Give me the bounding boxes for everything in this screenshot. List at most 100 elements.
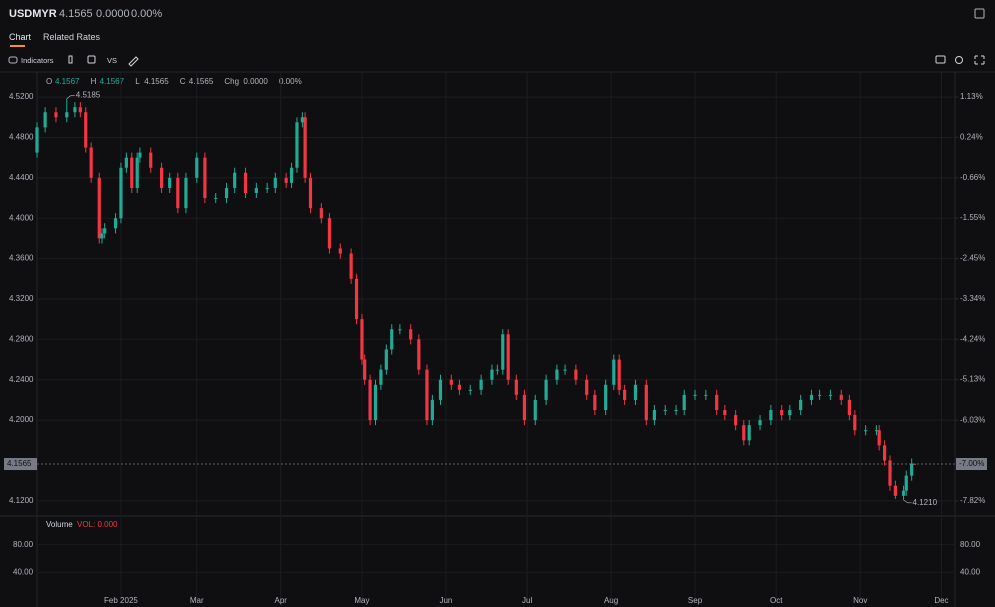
candle-body bbox=[663, 410, 667, 412]
candle-body bbox=[818, 394, 822, 396]
candle-body bbox=[360, 319, 364, 360]
y-tick-label: 4.4400 bbox=[9, 173, 34, 182]
legend-key: C bbox=[180, 77, 186, 86]
symbol: USDMYR bbox=[9, 8, 57, 20]
candle-body bbox=[78, 107, 82, 113]
y-tick-label: 4.1200 bbox=[9, 496, 34, 505]
candle-body bbox=[652, 410, 657, 421]
candle-body bbox=[555, 369, 559, 380]
candle-body bbox=[338, 248, 342, 254]
candle-body bbox=[563, 369, 567, 371]
candle-body bbox=[882, 445, 887, 461]
candle-body bbox=[522, 394, 527, 421]
candle-body bbox=[409, 329, 413, 340]
x-tick-label: Oct bbox=[770, 596, 783, 605]
collapse-icon[interactable] bbox=[974, 8, 985, 19]
annotation-leader bbox=[66, 95, 75, 99]
change: 0.0000 bbox=[96, 8, 130, 20]
volume-tick-label: 80.00 bbox=[13, 540, 34, 549]
tab-underline bbox=[10, 45, 25, 47]
candle-body bbox=[623, 389, 627, 400]
candle-body bbox=[593, 394, 597, 411]
candle-body bbox=[904, 475, 908, 491]
compare-button[interactable]: VS bbox=[107, 56, 118, 65]
candle-body bbox=[780, 410, 784, 416]
y2-tick-label: -7.82% bbox=[960, 496, 985, 505]
candle-body bbox=[533, 399, 537, 421]
candle-body bbox=[224, 187, 229, 199]
candle-body bbox=[888, 460, 892, 486]
candle-body bbox=[425, 369, 429, 421]
y2-tick-label: -5.13% bbox=[960, 375, 985, 384]
candle-body bbox=[65, 112, 69, 118]
candle-body bbox=[254, 187, 258, 193]
candle-body bbox=[847, 399, 851, 416]
draw-icon[interactable] bbox=[128, 56, 139, 67]
candle-body bbox=[682, 394, 686, 411]
legend-value: 0.00% bbox=[279, 77, 302, 86]
y-tick-label: 4.4000 bbox=[9, 213, 34, 222]
candle-body bbox=[758, 420, 762, 426]
volume-title: Volume bbox=[46, 520, 73, 529]
y-tick-label: 4.2000 bbox=[9, 415, 34, 424]
candle-body bbox=[289, 167, 294, 183]
candle-body bbox=[417, 339, 421, 370]
x-tick-label: Jun bbox=[439, 596, 452, 605]
candle-body bbox=[901, 490, 906, 496]
y2-tick-label: 1.13% bbox=[960, 92, 983, 101]
candle-body bbox=[514, 379, 518, 395]
candle-body bbox=[612, 359, 616, 385]
legend-key: O bbox=[46, 77, 52, 86]
candle-body bbox=[214, 198, 218, 200]
legend-key: L bbox=[135, 77, 140, 86]
candle-body bbox=[495, 369, 499, 371]
candle-body bbox=[742, 425, 746, 441]
legend-value: 4.1565 bbox=[189, 77, 214, 86]
candle-body bbox=[113, 218, 118, 229]
candle-body bbox=[368, 379, 372, 421]
candle-body bbox=[390, 329, 394, 350]
legend-value: 0.0000 bbox=[243, 77, 268, 86]
candle-body bbox=[704, 394, 708, 396]
candle-body bbox=[265, 187, 269, 189]
y-tick-label: 4.2800 bbox=[9, 334, 34, 343]
indicators-icon[interactable] bbox=[8, 56, 18, 64]
y2-tick-label: -0.66% bbox=[960, 173, 985, 182]
bar-icon[interactable] bbox=[87, 55, 96, 64]
candle-body bbox=[100, 233, 104, 239]
indicators-button[interactable]: Indicators bbox=[21, 56, 54, 65]
annotation: 4.1210 bbox=[913, 498, 938, 507]
settings-icon[interactable] bbox=[955, 56, 963, 64]
candle-icon[interactable] bbox=[68, 55, 73, 64]
y-tick-label: 4.5200 bbox=[9, 92, 34, 101]
fullscreen-icon[interactable] bbox=[974, 55, 985, 65]
candle-body bbox=[490, 369, 494, 380]
candle-body bbox=[354, 278, 359, 320]
last-pct-label: -7.00% bbox=[959, 459, 984, 468]
tab[interactable]: Related Rates bbox=[43, 32, 101, 42]
candle-body bbox=[457, 384, 462, 390]
candle-body bbox=[585, 379, 589, 395]
candle-body bbox=[176, 177, 180, 209]
x-tick-label: May bbox=[354, 596, 369, 605]
camera-icon[interactable] bbox=[935, 55, 946, 64]
candle-body bbox=[130, 157, 134, 188]
candle-body bbox=[243, 172, 248, 193]
candle-body bbox=[379, 369, 383, 385]
candle-body bbox=[119, 167, 123, 219]
candle-body bbox=[479, 379, 483, 390]
tab[interactable]: Chart bbox=[9, 32, 32, 42]
candle-body bbox=[138, 152, 142, 158]
candle-body bbox=[273, 177, 277, 188]
candle-body bbox=[308, 177, 313, 209]
candle-body bbox=[723, 410, 727, 416]
y-tick-label: 4.4800 bbox=[9, 133, 34, 142]
candle-body bbox=[124, 157, 128, 168]
legend-value: 4.1567 bbox=[55, 77, 80, 86]
candle-body bbox=[195, 157, 199, 178]
x-tick-label: Jul bbox=[522, 596, 532, 605]
x-tick-label: Apr bbox=[274, 596, 287, 605]
candle-body bbox=[506, 334, 510, 380]
